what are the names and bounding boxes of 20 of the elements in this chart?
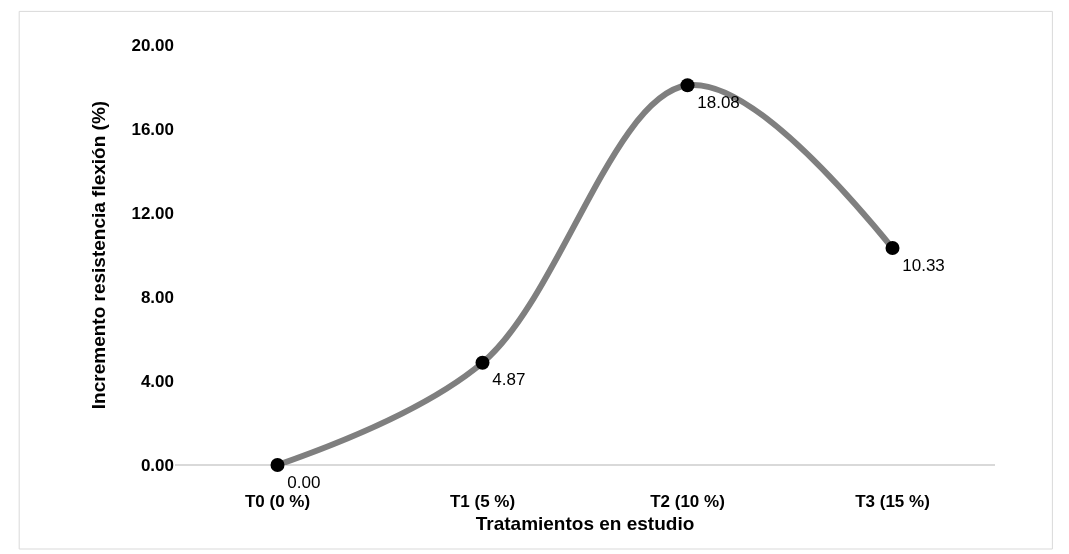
y-axis-title: Incremento resistencia flexión (%) — [88, 100, 110, 410]
y-tick-label: 4.00 — [140, 371, 174, 391]
data-label: 0.00 — [287, 472, 321, 492]
y-tick-label: 8.00 — [140, 287, 174, 307]
x-tick-label: T0 (0 %) — [244, 492, 311, 511]
x-tick-label: T3 (15 %) — [855, 492, 930, 511]
y-tick-label: 0.00 — [140, 455, 174, 475]
x-axis-title: Tratamientos en estudio — [475, 512, 695, 534]
x-tick-label: T2 (10 %) — [650, 492, 725, 511]
y-tick-label: 16.00 — [131, 119, 174, 139]
point — [885, 241, 900, 256]
data-label: 18.08 — [697, 92, 740, 112]
point — [475, 355, 490, 370]
data-label: 10.33 — [902, 255, 945, 275]
y-tick-label: 20.00 — [131, 35, 174, 55]
y-tick-label: 12.00 — [131, 203, 174, 223]
point — [680, 78, 695, 93]
x-tick-label: T1 (5 %) — [449, 492, 516, 511]
point — [270, 458, 285, 472]
data-label: 4.87 — [492, 370, 526, 390]
